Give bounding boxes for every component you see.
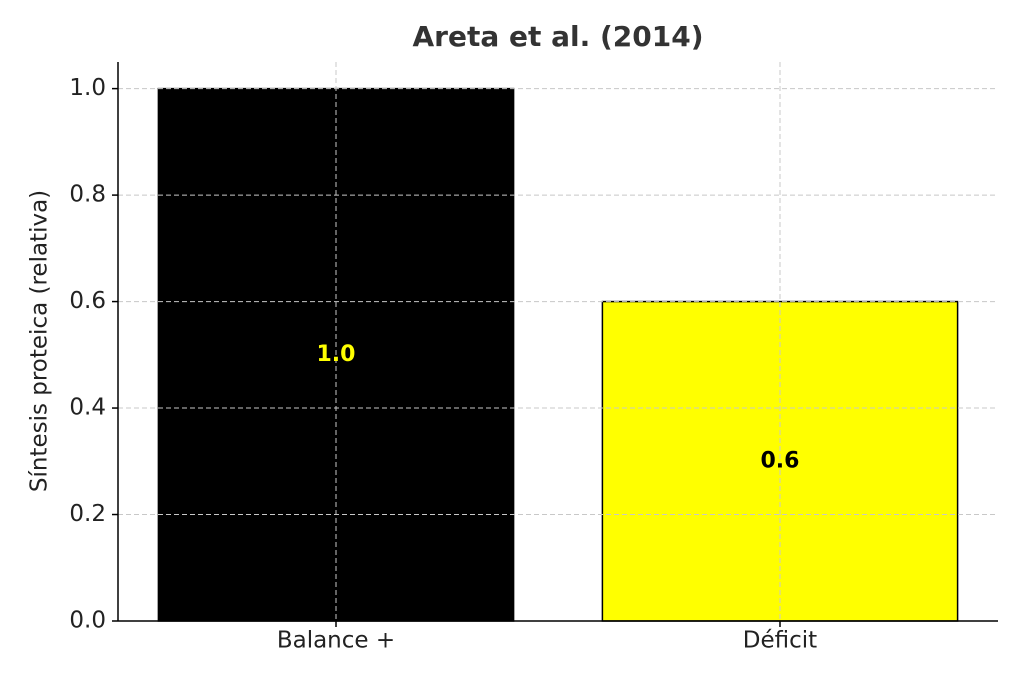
x-tick-label: Balance +	[277, 628, 395, 654]
y-axis-label: Síntesis proteica (relativa)	[27, 190, 53, 492]
y-tick-label: 0.6	[69, 288, 106, 314]
y-tick-label: 0.4	[69, 395, 106, 421]
y-tick-label: 0.0	[69, 608, 106, 634]
y-tick-label: 0.2	[69, 501, 106, 527]
value-label: 1.0	[317, 342, 356, 367]
x-tick-label: Déficit	[743, 628, 817, 654]
y-tick-label: 0.8	[69, 182, 106, 208]
chart-title: Areta et al. (2014)	[412, 20, 703, 53]
value-label: 0.6	[761, 448, 800, 473]
y-tick-label: 1.0	[69, 75, 106, 101]
